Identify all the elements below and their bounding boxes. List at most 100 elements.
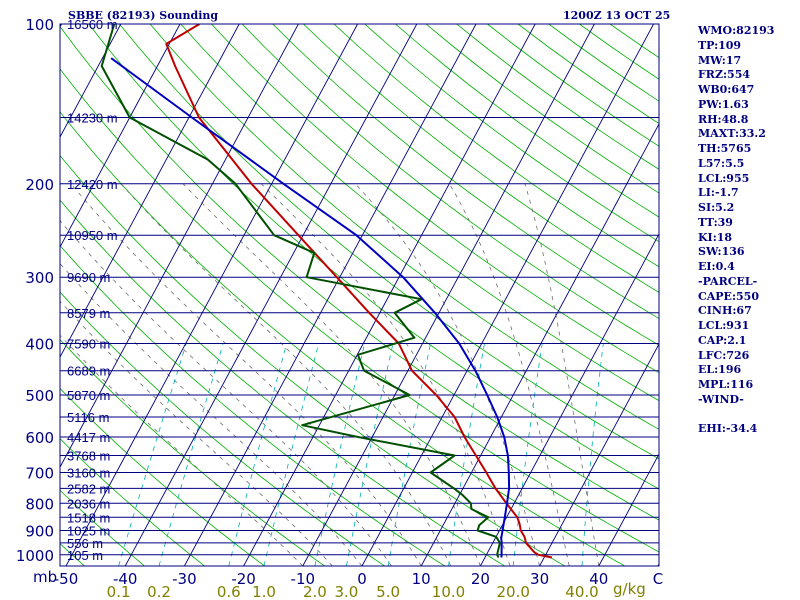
pressure-tick-label: 800 bbox=[25, 495, 54, 513]
mixing-ratio-tick-label: 1.0 bbox=[252, 583, 276, 600]
dry-adiabat-line bbox=[60, 438, 205, 566]
index-item: EHI:-34.4 bbox=[698, 422, 758, 436]
temperature-tick-label: 40 bbox=[589, 570, 608, 588]
height-level-label: 8579 m bbox=[67, 306, 110, 321]
mixing-ratio-tick-label: 20.0 bbox=[496, 583, 529, 600]
stability-indices-panel: WMO:82193 TP:109 MW:17 FRZ:554 WB0:647 PW:1.6… bbox=[698, 24, 774, 437]
height-level-label: 10950 m bbox=[67, 228, 118, 243]
dry-adiabat-line bbox=[119, 24, 659, 460]
height-level-label: 556 m bbox=[67, 536, 103, 551]
index-item: MW:17 bbox=[698, 53, 742, 67]
index-item: TP:109 bbox=[698, 38, 742, 52]
height-level-label: 1518 m bbox=[67, 510, 110, 525]
dry-adiabat-line bbox=[60, 387, 265, 566]
height-level-label: 5870 m bbox=[67, 388, 110, 403]
dewpoint-trace bbox=[100, 24, 501, 558]
isotherm-line bbox=[60, 24, 181, 248]
index-item: WMO:82193 bbox=[698, 24, 775, 37]
isotherm-line bbox=[124, 24, 418, 566]
dry-adiabat-line bbox=[60, 244, 445, 566]
temperature-tick-label: 30 bbox=[530, 570, 549, 588]
isotherm-line bbox=[60, 24, 122, 138]
mixing-ratio-line bbox=[118, 343, 187, 566]
index-item: -WIND- bbox=[698, 392, 744, 406]
moist-adiabat-line bbox=[120, 183, 452, 566]
temperature-tick-label: 0 bbox=[357, 570, 367, 588]
mixing-ratio-line bbox=[314, 343, 365, 566]
moist-adiabat-line bbox=[70, 183, 422, 566]
mixing-ratio-tick-label: 0.6 bbox=[217, 583, 241, 600]
index-item: RH:48.8 bbox=[698, 112, 749, 126]
height-level-label: 3160 m bbox=[67, 466, 110, 481]
pressure-tick-label: 900 bbox=[25, 523, 54, 541]
height-level-label: 5116 m bbox=[67, 410, 109, 425]
height-level-label: 2582 m bbox=[67, 481, 110, 496]
height-level-label: 1025 m bbox=[67, 524, 110, 539]
moist-adiabat-line bbox=[60, 300, 333, 566]
pressure-tick-label: 500 bbox=[25, 387, 54, 405]
moist-adiabat-line bbox=[449, 183, 570, 566]
mixing-ratio-tick-label: 0.2 bbox=[147, 583, 171, 600]
temperature-tick-label: C bbox=[653, 570, 663, 588]
moist-adiabat-line bbox=[182, 183, 481, 566]
isotherm-line bbox=[0, 24, 2, 566]
pressure-tick-label: 1000 bbox=[16, 547, 54, 565]
height-level-label: 14230 m bbox=[67, 111, 118, 126]
index-item: TT:39 bbox=[698, 215, 733, 229]
index-item: LI:-1.7 bbox=[698, 186, 739, 200]
isotherm-line bbox=[184, 24, 477, 566]
mixing-ratio-tick-label: 10.0 bbox=[432, 583, 465, 600]
temperature-tick-label: -10 bbox=[291, 570, 316, 588]
temperature-tick-label: 20 bbox=[471, 570, 490, 588]
index-item: SW:136 bbox=[698, 245, 745, 259]
dry-adiabat-line bbox=[60, 489, 145, 566]
index-item: L57:5.5 bbox=[698, 156, 745, 170]
dry-adiabat-line bbox=[60, 68, 659, 553]
isotherm-line bbox=[60, 24, 62, 28]
dry-adiabat-line bbox=[303, 24, 659, 293]
pressure-tick-label: 200 bbox=[25, 176, 54, 194]
mixing-ratio-tick-label: 0.1 bbox=[107, 583, 131, 600]
mixing-ratio-line bbox=[512, 343, 543, 566]
moist-adiabat-line bbox=[60, 262, 363, 566]
isotherm-line bbox=[60, 24, 299, 469]
height-level-label: 16560 m bbox=[67, 17, 118, 32]
parcel-trace bbox=[110, 57, 511, 558]
moist-adiabat-line bbox=[60, 219, 392, 566]
index-item: WB0:647 bbox=[698, 83, 755, 96]
temperature-tick-label: -20 bbox=[231, 570, 256, 588]
index-item: LFC:726 bbox=[698, 348, 750, 362]
mixing-ratio-unit-label: g/kg bbox=[613, 580, 646, 598]
dry-adiabat-line bbox=[60, 339, 325, 566]
dry-adiabat-line bbox=[60, 199, 506, 566]
index-item: LCL:955 bbox=[698, 171, 750, 185]
pressure-tick-label: 300 bbox=[25, 269, 54, 287]
pressure-tick-label: 600 bbox=[25, 429, 54, 447]
plot-frame bbox=[59, 23, 660, 567]
dry-adiabat-line bbox=[241, 24, 659, 346]
moist-adiabat-line bbox=[60, 334, 304, 566]
isotherm-line bbox=[598, 453, 659, 566]
index-item: PW:1.63 bbox=[698, 97, 749, 111]
temperature-tick-label: -30 bbox=[172, 570, 197, 588]
mixing-ratio-tick-label: 5.0 bbox=[376, 583, 400, 600]
temperature-tick-label: -40 bbox=[113, 570, 138, 588]
dry-adiabat-line bbox=[149, 24, 659, 430]
dry-adiabat-line bbox=[333, 24, 659, 268]
height-level-label: 105 m bbox=[67, 548, 103, 563]
moist-adiabat-line bbox=[524, 183, 600, 566]
temperature-tick-label: -50 bbox=[54, 570, 79, 588]
height-level-label: 9690 m bbox=[67, 270, 110, 285]
isotherm-line bbox=[60, 24, 240, 359]
pressure-tick-label: 400 bbox=[25, 336, 54, 354]
height-level-label: 6689 m bbox=[67, 364, 110, 379]
index-item: EL:196 bbox=[698, 363, 742, 377]
height-level-label: 3768 m bbox=[67, 449, 110, 464]
pressure-unit-label: mb bbox=[33, 568, 58, 586]
moist-adiabat-line bbox=[355, 183, 540, 566]
pressure-tick-label: 100 bbox=[25, 16, 54, 34]
height-level-label: 12420 m bbox=[67, 177, 118, 192]
index-item: TH:5765 bbox=[698, 142, 752, 155]
index-item: LCL:931 bbox=[698, 319, 750, 332]
